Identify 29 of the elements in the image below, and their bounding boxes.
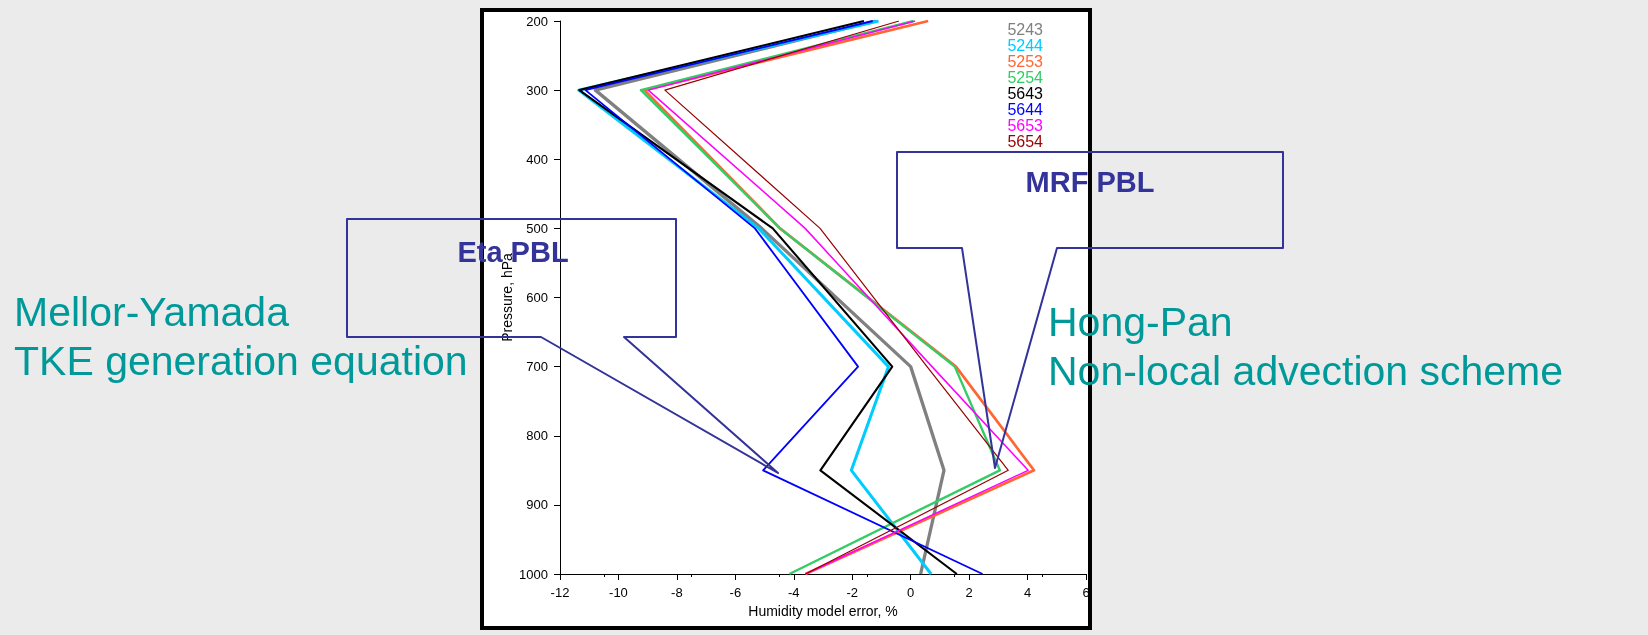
- text: 5653: [1007, 116, 1044, 134]
- y-tick-label: 1000: [519, 566, 548, 582]
- text: 5253: [1007, 52, 1044, 70]
- x-tick-label: -4: [788, 585, 800, 600]
- y-tick-label: 500: [526, 220, 548, 236]
- y-tick-label: 800: [526, 428, 548, 444]
- x-tick-label: 0: [907, 585, 915, 600]
- y-tick-label: 600: [526, 290, 548, 305]
- annotation: MRF PBL: [1025, 165, 1155, 198]
- x-tick-label: -10: [609, 585, 628, 600]
- text: 5244: [1007, 36, 1044, 54]
- y-tick-label: 400: [526, 151, 548, 167]
- y-tick-label: 900: [526, 497, 548, 513]
- y-tick-label: 200: [526, 13, 548, 29]
- x-tick-label: -6: [729, 585, 742, 600]
- x-tick-label: -2: [846, 585, 858, 600]
- x-tick-label: 4: [1023, 585, 1032, 600]
- text: 5654: [1007, 132, 1044, 150]
- text: 5643: [1007, 84, 1044, 102]
- text: Mellor-Yamada TKE generation equation: [14, 288, 468, 387]
- text: 5254: [1007, 68, 1044, 86]
- y-tick-label: 700: [526, 359, 548, 375]
- text: 5644: [1007, 100, 1044, 118]
- x-tick-label: -12: [550, 585, 570, 600]
- text: 5243: [1007, 20, 1044, 38]
- y-tick-label: 300: [526, 82, 548, 98]
- x-tick-label: -8: [671, 585, 683, 600]
- x-tick-label: 2: [965, 585, 973, 600]
- x-axis-title: Humidity model error, %: [748, 603, 898, 619]
